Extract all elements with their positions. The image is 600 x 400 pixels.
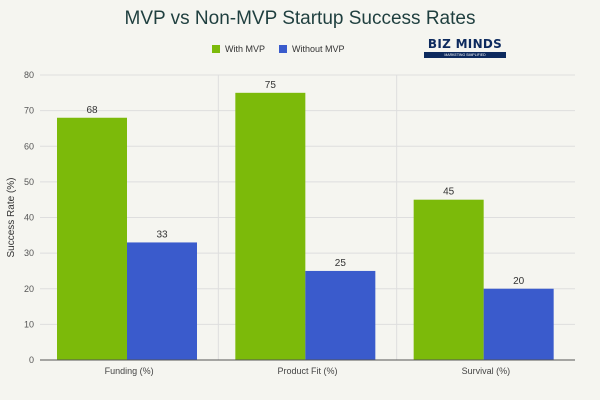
bar-without-mvp	[127, 242, 197, 360]
legend-label-with-mvp: With MVP	[225, 44, 266, 54]
logo-tagline: MARKETING SIMPLIFIED	[424, 52, 506, 58]
y-axis-title: Success Rate (%)	[6, 177, 17, 257]
x-category-label: Survival (%)	[462, 366, 511, 376]
logo-text: BIZ MINDS	[427, 37, 503, 51]
y-tick-label: 60	[24, 141, 34, 151]
y-tick-label: 30	[24, 248, 34, 258]
legend-item-without-mvp: Without MVP	[279, 44, 345, 54]
bar-without-mvp	[305, 270, 376, 360]
bar-value-label: 33	[156, 229, 168, 240]
bar-with-mvp	[235, 92, 306, 360]
bizminds-logo: BIZ MINDS MARKETING SIMPLIFIED	[424, 38, 506, 60]
x-category-label: Product Fit (%)	[277, 366, 337, 376]
y-tick-label: 40	[24, 213, 34, 223]
bar-value-label: 25	[335, 258, 347, 269]
bar-with-mvp	[57, 117, 127, 360]
x-category-label: Funding (%)	[105, 366, 154, 376]
bar-value-label: 45	[443, 187, 455, 198]
legend-item-with-mvp: With MVP	[212, 44, 265, 54]
legend-swatch-without-mvp	[279, 45, 288, 53]
bar-value-label: 20	[513, 276, 525, 287]
bar-with-mvp	[413, 199, 484, 360]
y-tick-label: 50	[24, 177, 34, 187]
legend-swatch-with-mvp	[212, 45, 220, 53]
bar-value-label: 75	[265, 80, 277, 91]
y-tick-label: 10	[24, 319, 34, 329]
y-tick-label: 80	[24, 70, 34, 80]
chart-title: MVP vs Non-MVP Startup Success Rates	[124, 8, 476, 29]
y-tick-label: 70	[24, 106, 34, 116]
bar-without-mvp	[483, 288, 554, 360]
legend-label-without-mvp: Without MVP	[292, 44, 345, 54]
y-tick-label: 20	[24, 284, 34, 294]
legend: With MVP Without MVP	[212, 44, 359, 54]
y-tick-label: 0	[29, 355, 34, 365]
bar-value-label: 68	[86, 105, 98, 116]
